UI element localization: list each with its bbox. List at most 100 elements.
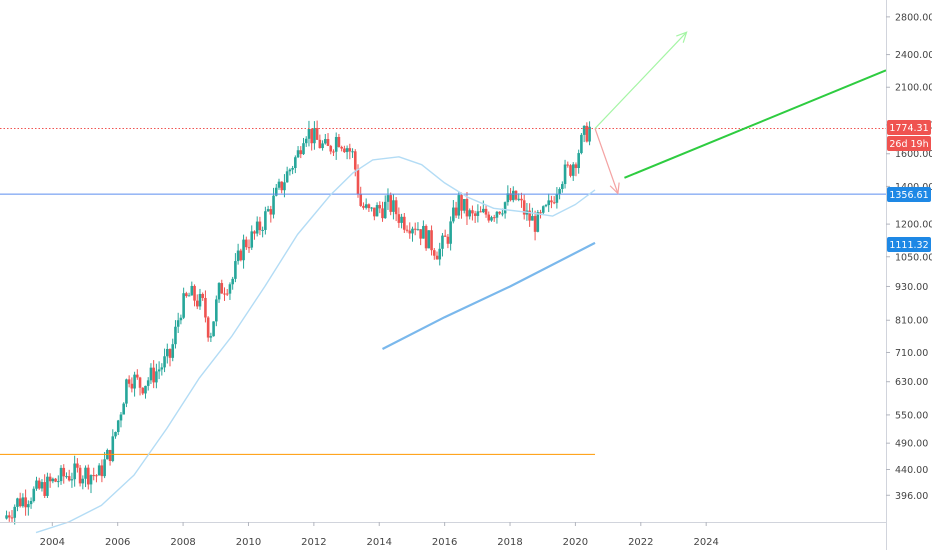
candle-up[interactable] — [577, 153, 580, 169]
candle-up[interactable] — [563, 164, 567, 185]
candle-down[interactable] — [585, 125, 589, 142]
candle-up[interactable] — [383, 201, 387, 219]
moving-average-fast-line[interactable] — [35, 156, 596, 534]
candle-down[interactable] — [100, 465, 104, 477]
candle-up[interactable] — [114, 432, 117, 437]
projection-line[interactable] — [594, 31, 688, 129]
candle-down[interactable] — [340, 146, 343, 149]
candle-up[interactable] — [125, 379, 128, 404]
candle-down[interactable] — [432, 250, 436, 256]
candle-down[interactable] — [244, 239, 248, 248]
candle-down[interactable] — [419, 229, 422, 239]
candle-down[interactable] — [332, 151, 335, 153]
candle-down[interactable] — [193, 285, 196, 301]
candle-up[interactable] — [547, 200, 551, 206]
candle-up[interactable] — [157, 369, 161, 372]
candle-down[interactable] — [343, 148, 346, 153]
candle-up[interactable] — [16, 498, 19, 507]
candle-up[interactable] — [163, 356, 166, 368]
candle-up[interactable] — [65, 476, 68, 478]
candle-down[interactable] — [394, 200, 398, 215]
candle-down[interactable] — [348, 148, 352, 152]
candle-down[interactable] — [430, 230, 433, 251]
candle-down[interactable] — [405, 229, 409, 231]
candle-down[interactable] — [253, 231, 256, 234]
candle-up[interactable] — [476, 211, 480, 216]
candle-up[interactable] — [411, 228, 414, 234]
candle-up[interactable] — [449, 221, 452, 244]
candle-down[interactable] — [43, 482, 46, 496]
candle-up[interactable] — [392, 200, 395, 212]
candle-up[interactable] — [457, 195, 461, 216]
candle-up[interactable] — [190, 285, 194, 296]
candle-up[interactable] — [501, 213, 504, 215]
candle-up[interactable] — [119, 414, 123, 421]
candle-up[interactable] — [59, 467, 63, 482]
candle-down[interactable] — [413, 228, 417, 230]
candle-down[interactable] — [92, 475, 96, 477]
candle-down[interactable] — [460, 195, 463, 211]
candle-up[interactable] — [165, 348, 169, 357]
candle-down[interactable] — [24, 497, 27, 508]
candle-up[interactable] — [277, 181, 281, 188]
candle-down[interactable] — [10, 517, 14, 519]
candle-up[interactable] — [272, 195, 275, 215]
candle-up[interactable] — [482, 208, 485, 213]
candle-down[interactable] — [239, 250, 243, 261]
candle-up[interactable] — [517, 198, 521, 200]
candle-up[interactable] — [122, 403, 125, 415]
candle-up[interactable] — [294, 157, 297, 169]
candle-down[interactable] — [18, 498, 22, 507]
candle-down[interactable] — [152, 367, 155, 383]
candle-up[interactable] — [255, 221, 259, 234]
candle-up[interactable] — [187, 295, 191, 297]
moving-average-slow-line[interactable] — [381, 241, 596, 350]
candle-down[interactable] — [95, 475, 98, 477]
candle-down[interactable] — [220, 283, 224, 294]
candle-down[interactable] — [552, 202, 556, 204]
price-axis[interactable]: 2800.002400.002100.001800.001600.001400.… — [886, 0, 932, 550]
candle-down[interactable] — [7, 515, 11, 518]
candle-down[interactable] — [487, 214, 491, 221]
candle-down[interactable] — [329, 145, 333, 152]
candle-up[interactable] — [228, 284, 232, 294]
candle-up[interactable] — [321, 143, 324, 149]
candle-down[interactable] — [67, 476, 71, 481]
candle-down[interactable] — [315, 128, 319, 140]
candle-up[interactable] — [198, 293, 202, 307]
candle-up[interactable] — [40, 482, 44, 489]
candle-up[interactable] — [97, 465, 101, 476]
candle-down[interactable] — [520, 198, 523, 201]
candle-up[interactable] — [503, 202, 507, 214]
candle-up[interactable] — [370, 207, 373, 209]
candle-up[interactable] — [174, 326, 177, 345]
candle-up[interactable] — [580, 134, 583, 154]
candle-down[interactable] — [356, 169, 360, 195]
candle-down[interactable] — [569, 165, 572, 176]
candle-up[interactable] — [334, 136, 338, 152]
candle-up[interactable] — [179, 317, 183, 321]
candle-down[interactable] — [86, 467, 90, 485]
candle-up[interactable] — [274, 187, 278, 196]
candle-down[interactable] — [424, 225, 428, 249]
candle-up[interactable] — [176, 320, 180, 327]
candle-up[interactable] — [364, 204, 368, 208]
candle-down[interactable] — [539, 212, 542, 214]
candle-down[interactable] — [138, 377, 142, 388]
candle-up[interactable] — [427, 230, 431, 249]
projection-line[interactable] — [624, 69, 887, 179]
candle-up[interactable] — [544, 205, 548, 207]
candle-up[interactable] — [285, 171, 289, 183]
candle-up[interactable] — [236, 250, 240, 262]
candle-up[interactable] — [495, 211, 499, 218]
candle-down[interactable] — [443, 235, 447, 237]
candle-down[interactable] — [269, 209, 273, 215]
candle-up[interactable] — [32, 488, 36, 501]
candle-up[interactable] — [81, 478, 85, 484]
candle-up[interactable] — [46, 476, 49, 496]
candle-down[interactable] — [37, 480, 41, 489]
candle-up[interactable] — [582, 125, 586, 135]
candle-up[interactable] — [313, 128, 316, 144]
candle-down[interactable] — [318, 139, 322, 149]
candle-up[interactable] — [588, 126, 591, 142]
